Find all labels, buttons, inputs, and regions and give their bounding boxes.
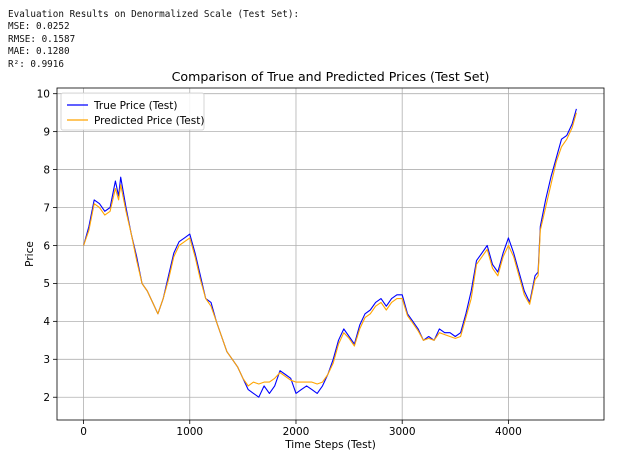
chart-title: Comparison of True and Predicted Prices … (172, 69, 490, 84)
legend: True Price (Test) Predicted Price (Test) (60, 92, 205, 131)
x-tick-label: 1000 (176, 426, 203, 438)
console-line-rmse: RMSE: 0.1587 (8, 33, 76, 45)
console-output: Evaluation Results on Denormalized Scale… (8, 9, 299, 71)
legend-box (60, 92, 205, 131)
y-tick-label: 7 (43, 202, 50, 214)
legend-label-predicted: Predicted Price (Test) (94, 115, 204, 127)
console-line-mse: MSE: 0.0252 (8, 21, 70, 33)
y-tick-label: 6 (43, 240, 50, 252)
y-tick-label: 2 (43, 392, 50, 404)
y-tick-label: 10 (37, 88, 50, 100)
tick-layer: 0 1000 2000 3000 4000 2 3 4 5 6 7 8 9 10 (37, 88, 522, 438)
y-tick-label: 3 (43, 354, 50, 366)
y-tick-label: 5 (43, 278, 50, 290)
plot-frame (56, 87, 605, 421)
x-tick-label: 4000 (495, 426, 522, 438)
x-tick-label: 2000 (283, 426, 310, 438)
x-axis-label: Time Steps (Test) (284, 439, 376, 451)
x-tick-label: 0 (80, 426, 87, 438)
console-line-mae: MAE: 0.1280 (8, 46, 70, 58)
grid-layer (57, 88, 604, 420)
y-tick-label: 9 (43, 126, 50, 138)
legend-label-true: True Price (Test) (93, 100, 177, 112)
y-axis-label: Price (24, 241, 36, 267)
x-tick-label: 3000 (389, 426, 416, 438)
y-tick-label: 4 (43, 316, 50, 328)
series-line-true-price (83, 108, 577, 398)
y-tick-label: 8 (43, 164, 50, 176)
console-line-heading: Evaluation Results on Denormalized Scale… (8, 9, 300, 20)
series-layer (83, 108, 577, 398)
series-line-predicted-price (83, 112, 577, 387)
console-line-r2: R²: 0.9916 (8, 58, 64, 70)
